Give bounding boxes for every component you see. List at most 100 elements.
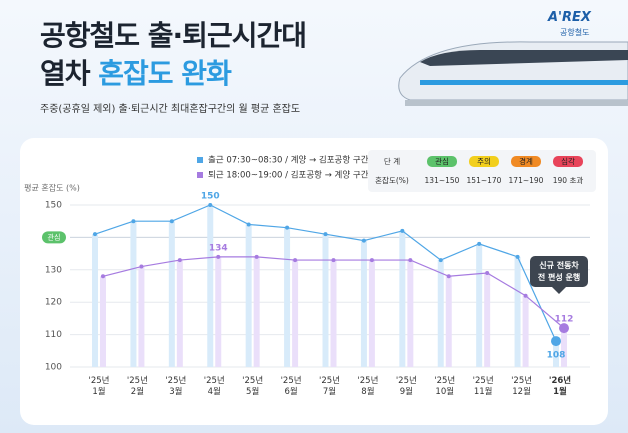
point bbox=[323, 232, 328, 237]
value-label: 112 bbox=[555, 315, 574, 325]
point bbox=[446, 274, 451, 279]
bar bbox=[207, 205, 214, 367]
bar bbox=[445, 276, 452, 367]
x-tick-label: '25년 11월 bbox=[473, 375, 494, 397]
y-tick-label: 130 bbox=[45, 265, 62, 275]
x-tick-label: '25년 1월 bbox=[89, 375, 110, 397]
bar bbox=[215, 256, 222, 367]
table-cell: 131~150 bbox=[425, 176, 460, 185]
x-tick-label: '25년 4월 bbox=[204, 375, 225, 397]
bar bbox=[368, 260, 375, 367]
table-cell: 혼잡도(%) bbox=[375, 175, 409, 185]
reference-pill bbox=[42, 231, 66, 244]
x-tick-label: '26년 1월 bbox=[549, 375, 571, 397]
point bbox=[101, 274, 105, 279]
x-tick-label: '25년 3월 bbox=[165, 375, 186, 397]
bar bbox=[514, 256, 521, 367]
logo: A'REX bbox=[548, 10, 591, 25]
logo-sub: 공항철도 bbox=[560, 28, 590, 37]
point bbox=[293, 258, 298, 263]
level-pill bbox=[427, 156, 457, 167]
x-tick-label: '25년 8월 bbox=[357, 375, 378, 397]
annotation-arrow bbox=[552, 287, 566, 294]
point bbox=[438, 258, 443, 263]
title: 열차 혼잡도 완화 bbox=[40, 52, 232, 92]
table-header: 단 계 bbox=[384, 156, 400, 166]
legend-label: 출근 07:30~08:30 / 계양 → 김포공항 구간 bbox=[208, 155, 369, 166]
bar bbox=[399, 230, 406, 367]
point bbox=[361, 238, 366, 243]
point bbox=[131, 219, 136, 224]
point bbox=[177, 258, 182, 263]
title-highlight: 혼잡도 완화 bbox=[98, 57, 232, 90]
legend-swatch bbox=[197, 157, 203, 163]
bar bbox=[245, 224, 252, 367]
point bbox=[485, 271, 490, 276]
table-header: 주의 bbox=[477, 156, 491, 166]
bar bbox=[168, 221, 175, 367]
point bbox=[369, 258, 374, 263]
bar bbox=[253, 256, 260, 367]
y-axis-label: 평균 혼잡도 (%) bbox=[24, 183, 80, 193]
x-tick-label: '25년 2월 bbox=[127, 375, 148, 397]
bar bbox=[407, 260, 414, 367]
point bbox=[523, 293, 528, 298]
point bbox=[246, 222, 251, 227]
train-illustration bbox=[398, 41, 628, 106]
y-tick-label: 150 bbox=[45, 201, 62, 211]
bar bbox=[92, 234, 98, 367]
point bbox=[400, 228, 405, 233]
bar bbox=[360, 240, 367, 367]
point bbox=[331, 258, 336, 263]
level-pill bbox=[553, 156, 583, 167]
x-tick-label: '25년 9월 bbox=[396, 375, 417, 397]
bar bbox=[292, 260, 299, 367]
title-part: 열차 bbox=[40, 57, 91, 90]
value-label: 134 bbox=[209, 243, 228, 253]
title: 공항철도 출·퇴근시간대 bbox=[40, 19, 307, 52]
point bbox=[208, 203, 213, 207]
point bbox=[93, 232, 97, 237]
point bbox=[515, 254, 520, 259]
bar bbox=[284, 227, 291, 367]
subtitle: 주중(공휴일 제외) 출·퇴근시간 최대혼잡구간의 월 평균 혼잡도 bbox=[40, 104, 301, 115]
level-pill bbox=[511, 156, 541, 167]
bar bbox=[176, 260, 183, 367]
level-pill bbox=[469, 156, 499, 167]
table-cell: 151~170 bbox=[467, 176, 502, 185]
y-tick-label: 120 bbox=[45, 298, 62, 308]
annotation-box bbox=[530, 256, 588, 287]
table-header: 경계 bbox=[519, 156, 533, 166]
bar bbox=[130, 221, 137, 367]
bar bbox=[476, 243, 483, 367]
bar bbox=[100, 276, 106, 367]
bar bbox=[484, 273, 491, 367]
point bbox=[551, 336, 561, 347]
annotation: 신규 전동차 전 편성 운행 bbox=[538, 260, 580, 282]
point bbox=[477, 241, 482, 246]
card bbox=[20, 138, 608, 425]
table-header: 심각 bbox=[561, 156, 575, 166]
legend-label: 퇴근 18:00~19:00 / 김포공항 → 계양 구간 bbox=[208, 170, 369, 181]
table-header: 관심 bbox=[435, 156, 449, 166]
bar bbox=[322, 234, 329, 367]
bar bbox=[561, 328, 567, 367]
point bbox=[216, 254, 221, 259]
reference-label: 관심 bbox=[48, 232, 61, 241]
point bbox=[285, 225, 290, 230]
x-tick-label: '25년 7월 bbox=[319, 375, 340, 397]
bar bbox=[553, 341, 559, 367]
bar bbox=[138, 266, 145, 367]
y-tick-label: 100 bbox=[45, 363, 62, 373]
x-tick-label: '25년 12월 bbox=[511, 375, 532, 397]
x-tick-label: '25년 6월 bbox=[281, 375, 302, 397]
y-tick-label: 110 bbox=[45, 330, 62, 340]
bar bbox=[437, 260, 444, 367]
point bbox=[169, 219, 174, 224]
x-tick-label: '25년 10월 bbox=[434, 375, 455, 397]
point bbox=[254, 254, 259, 259]
bar bbox=[330, 260, 337, 367]
bar bbox=[522, 295, 529, 367]
